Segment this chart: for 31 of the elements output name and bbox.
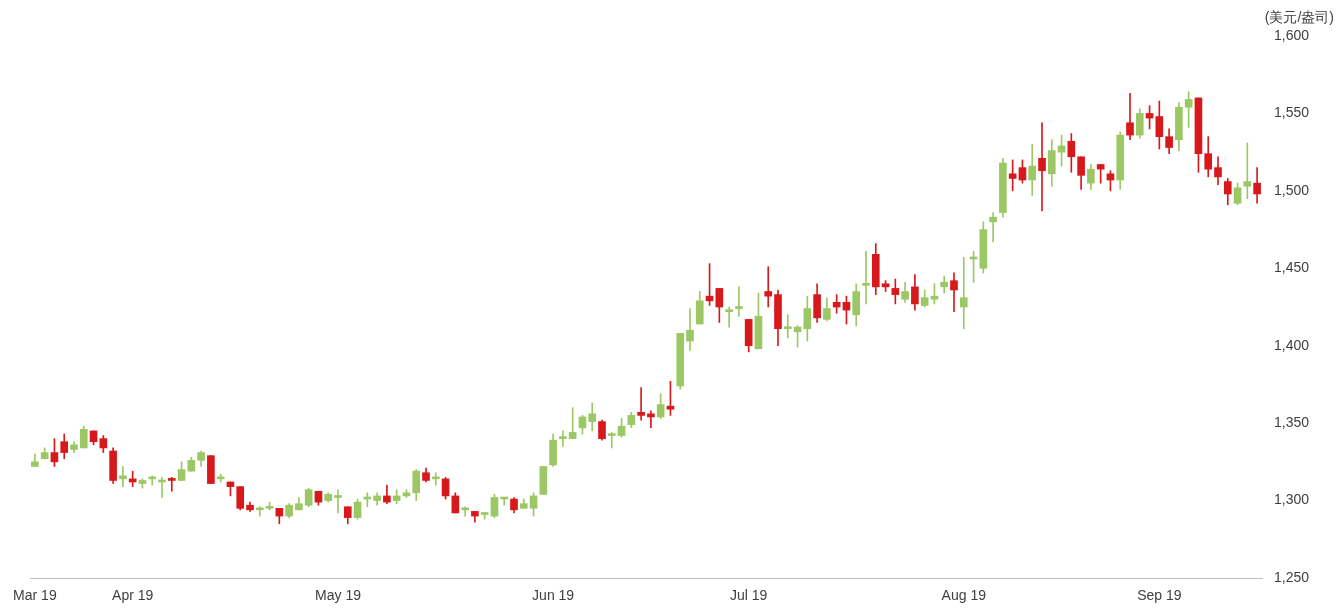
candlestick	[637, 387, 645, 421]
candlestick	[607, 432, 616, 449]
y-tick-label: 1,550	[1274, 104, 1310, 121]
x-tick-label: May 19	[315, 587, 362, 604]
x-tick-label: Apr 19	[112, 587, 154, 604]
y-tick-label: 1,350	[1274, 414, 1310, 430]
candlestick	[989, 212, 997, 243]
candlestick	[764, 266, 773, 308]
y-tick-label: 1,300	[1274, 491, 1310, 508]
candlestick	[686, 308, 694, 351]
candlestick	[735, 286, 743, 317]
candlestick	[959, 257, 968, 330]
candlestick	[167, 477, 176, 492]
x-tick-label: Mar 19	[13, 587, 57, 604]
y-tick-label: 1,250	[1274, 568, 1310, 585]
candlestick	[559, 430, 567, 447]
y-tick-label: 1,450	[1274, 259, 1310, 276]
candlestick	[1038, 122, 1046, 212]
candlestick	[334, 489, 342, 514]
x-tick-label: Jul 19	[729, 587, 768, 604]
x-tick-label: Sep 19	[1137, 587, 1182, 604]
x-tick-label: Aug 19	[941, 587, 987, 604]
candlestick	[783, 314, 792, 339]
y-tick-label: 1,600	[1274, 26, 1310, 43]
candlestick	[725, 306, 733, 328]
x-tick-label: Jun 19	[532, 587, 575, 604]
y-axis-title: (美元/盎司)	[1264, 8, 1334, 25]
y-tick-label: 1,400	[1274, 336, 1310, 353]
y-tick-label: 1,500	[1274, 181, 1310, 198]
candlestick	[862, 250, 870, 305]
candlestick	[119, 466, 127, 487]
